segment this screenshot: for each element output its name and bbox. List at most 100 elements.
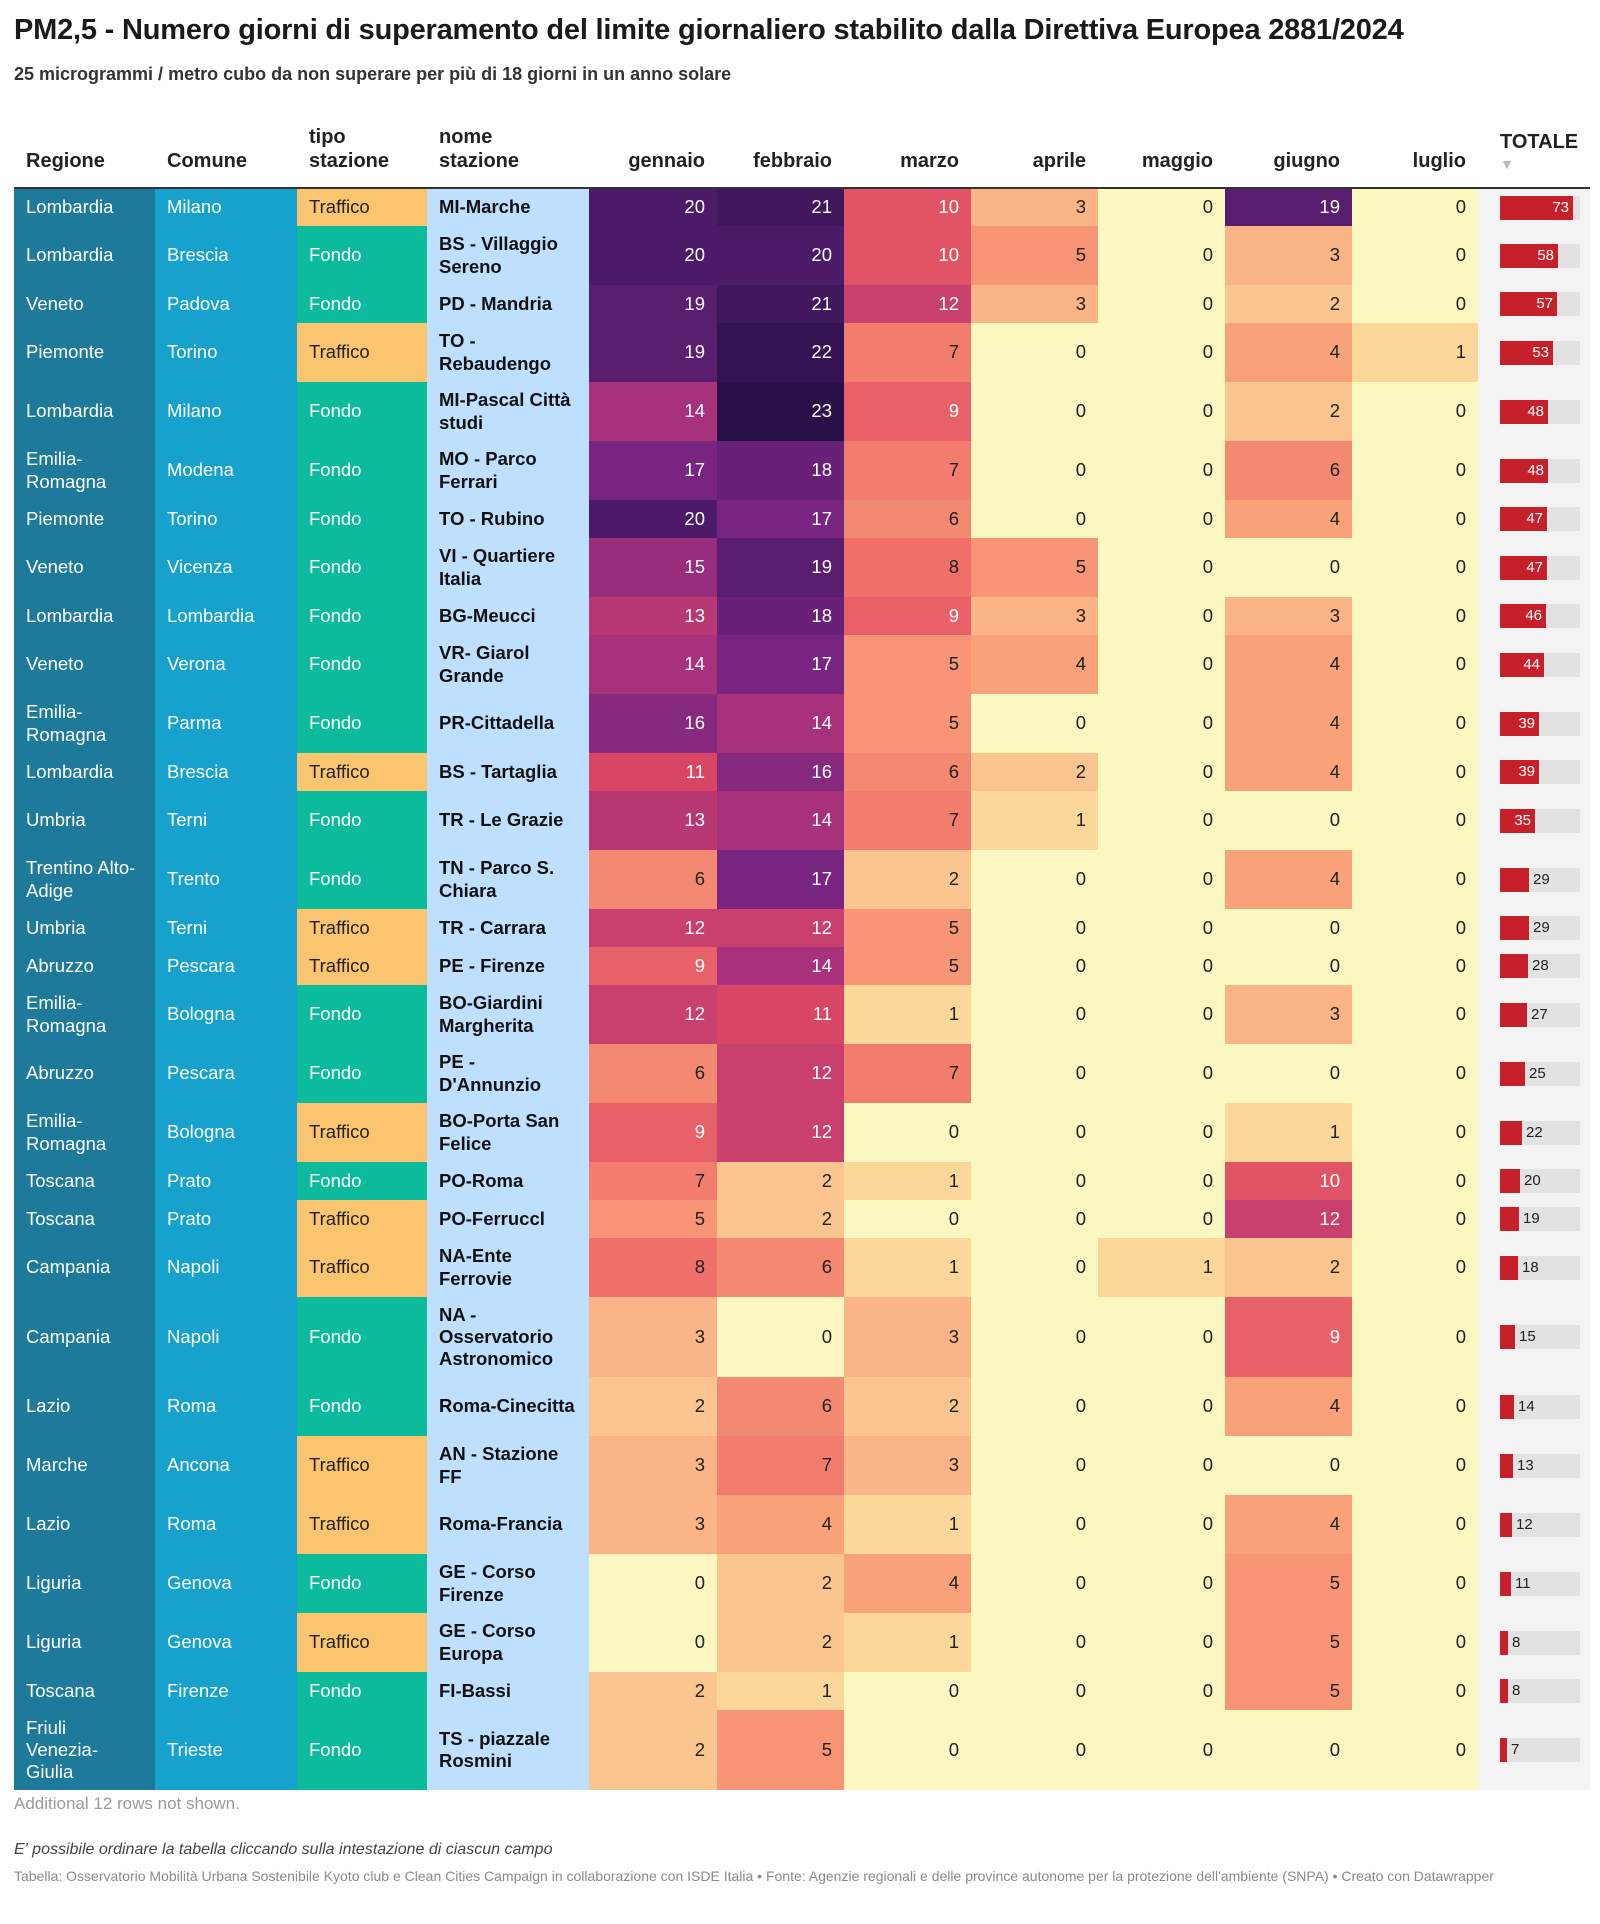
table-row: Toscana Firenze Fondo FI-Bassi 2 1 0 0 0 5 0 8 (14, 1672, 1590, 1710)
total-bar (1500, 1207, 1519, 1231)
column-header-marzo[interactable]: marzo (844, 122, 971, 188)
table-row: Lombardia Milano Fondo MI-Pascal Città stud… (14, 382, 1590, 441)
total-bar (1500, 340, 1553, 365)
cell-comune: Roma (155, 1377, 297, 1436)
cell-febbraio: 21 (717, 188, 844, 226)
cell-febbraio: 12 (717, 1103, 844, 1162)
column-header-giugno[interactable]: giugno (1225, 122, 1352, 188)
total-value-label: 20 (1524, 1172, 1541, 1189)
table-row: Lombardia Brescia Traffico BS - Tartaglia 11… (14, 753, 1590, 791)
cell-giugno: 4 (1225, 323, 1352, 382)
total-bar-track: 53 (1500, 340, 1580, 365)
rows-hidden-note: Additional 12 rows not shown. (14, 1794, 240, 1813)
sort-down-icon: ▼ (1500, 156, 1514, 173)
cell-maggio: 0 (1098, 1710, 1225, 1790)
total-bar (1500, 1512, 1512, 1537)
column-header-comune[interactable]: Comune (155, 122, 297, 188)
cell-maggio: 0 (1098, 382, 1225, 441)
cell-gennaio: 2 (589, 1710, 717, 1790)
total-value-label: 22 (1526, 1123, 1543, 1141)
total-value-label: 18 (1522, 1258, 1539, 1276)
cell-nome-stazione: PO-Ferruccl (427, 1200, 589, 1238)
cell-luglio: 0 (1352, 226, 1478, 285)
cell-regione: Trentino Alto-Adige (14, 850, 155, 909)
cell-giugno: 0 (1225, 1436, 1352, 1495)
cell-febbraio: 2 (717, 1613, 844, 1672)
cell-totale: 25 (1478, 1044, 1590, 1103)
table-row: Umbria Terni Traffico TR - Carrara 12 12 5 0 0 0 0… (14, 909, 1590, 947)
cell-luglio: 0 (1352, 538, 1478, 597)
total-bar-track: 11 (1500, 1571, 1580, 1596)
column-header-tipo-stazione[interactable]: tipo stazione (297, 122, 427, 188)
cell-luglio: 0 (1352, 694, 1478, 753)
cell-aprile: 0 (971, 850, 1098, 909)
cell-giugno: 10 (1225, 1162, 1352, 1200)
cell-totale: 7 (1478, 1710, 1590, 1790)
cell-luglio: 0 (1352, 850, 1478, 909)
cell-luglio: 0 (1352, 947, 1478, 985)
total-bar (1500, 604, 1546, 628)
cell-nome-stazione: FI-Bassi (427, 1672, 589, 1710)
cell-marzo: 5 (844, 947, 971, 985)
column-header-maggio[interactable]: maggio (1098, 122, 1225, 188)
total-value-label: 44 (1523, 655, 1540, 673)
cell-luglio: 0 (1352, 1554, 1478, 1613)
cell-febbraio: 14 (717, 694, 844, 753)
column-header-nome-stazione[interactable]: nome stazione (427, 122, 589, 188)
cell-comune: Genova (155, 1554, 297, 1613)
cell-giugno: 2 (1225, 285, 1352, 323)
cell-aprile: 0 (971, 1710, 1098, 1790)
cell-regione: Emilia-Romagna (14, 985, 155, 1044)
cell-febbraio: 14 (717, 947, 844, 985)
cell-regione: Umbria (14, 791, 155, 850)
cell-tipo-stazione: Fondo (297, 1710, 427, 1790)
total-bar (1500, 458, 1548, 483)
cell-maggio: 0 (1098, 1554, 1225, 1613)
cell-febbraio: 21 (717, 285, 844, 323)
cell-totale: 15 (1478, 1297, 1590, 1377)
table-row: Piemonte Torino Fondo TO - Rubino 20 17 6 0 0 4 0 4… (14, 500, 1590, 538)
cell-comune: Vicenza (155, 538, 297, 597)
table-row: Emilia-Romagna Modena Fondo MO - Parco Ferr… (14, 441, 1590, 500)
column-header-febbraio[interactable]: febbraio (717, 122, 844, 188)
total-value-label: 58 (1537, 246, 1554, 264)
cell-aprile: 0 (971, 985, 1098, 1044)
column-header-label: Comune (167, 150, 247, 172)
total-bar (1500, 808, 1535, 833)
cell-nome-stazione: Roma-Cinecitta (427, 1377, 589, 1436)
cell-gennaio: 9 (589, 947, 717, 985)
total-bar (1500, 916, 1529, 940)
column-header-label: Regione (26, 150, 105, 172)
cell-nome-stazione: TO - Rubino (427, 500, 589, 538)
cell-nome-stazione: TN - Parco S. Chiara (427, 850, 589, 909)
column-header-gennaio[interactable]: gennaio (589, 122, 717, 188)
table-row: Marche Ancona Traffico AN - Stazione FF 3 7 3 0… (14, 1436, 1590, 1495)
cell-regione: Liguria (14, 1554, 155, 1613)
cell-nome-stazione: TS - piazzale Rosmini (427, 1710, 589, 1790)
cell-gennaio: 8 (589, 1238, 717, 1297)
cell-gennaio: 2 (589, 1377, 717, 1436)
cell-totale: 35 (1478, 791, 1590, 850)
cell-aprile: 0 (971, 382, 1098, 441)
column-header-luglio[interactable]: luglio (1352, 122, 1478, 188)
total-value-label: 48 (1527, 402, 1544, 420)
cell-comune: Prato (155, 1162, 297, 1200)
column-header-aprile[interactable]: aprile (971, 122, 1098, 188)
total-bar-track: 12 (1500, 1512, 1580, 1537)
cell-febbraio: 12 (717, 1044, 844, 1103)
cell-tipo-stazione: Fondo (297, 1377, 427, 1436)
cell-totale: 12 (1478, 1495, 1590, 1554)
cell-febbraio: 6 (717, 1377, 844, 1436)
cell-gennaio: 11 (589, 753, 717, 791)
total-bar (1500, 1325, 1515, 1349)
column-header-regione[interactable]: Regione (14, 122, 155, 188)
cell-gennaio: 9 (589, 1103, 717, 1162)
total-bar-track: 7 (1500, 1738, 1580, 1762)
cell-luglio: 0 (1352, 753, 1478, 791)
cell-gennaio: 19 (589, 285, 717, 323)
column-header-totale[interactable]: TOTALE ▼ (1478, 122, 1590, 188)
source-credit: Tabella: Osservatorio Mobilità Urbana So… (14, 1868, 1494, 1884)
cell-aprile: 0 (971, 1238, 1098, 1297)
cell-maggio: 0 (1098, 1377, 1225, 1436)
cell-gennaio: 20 (589, 188, 717, 226)
